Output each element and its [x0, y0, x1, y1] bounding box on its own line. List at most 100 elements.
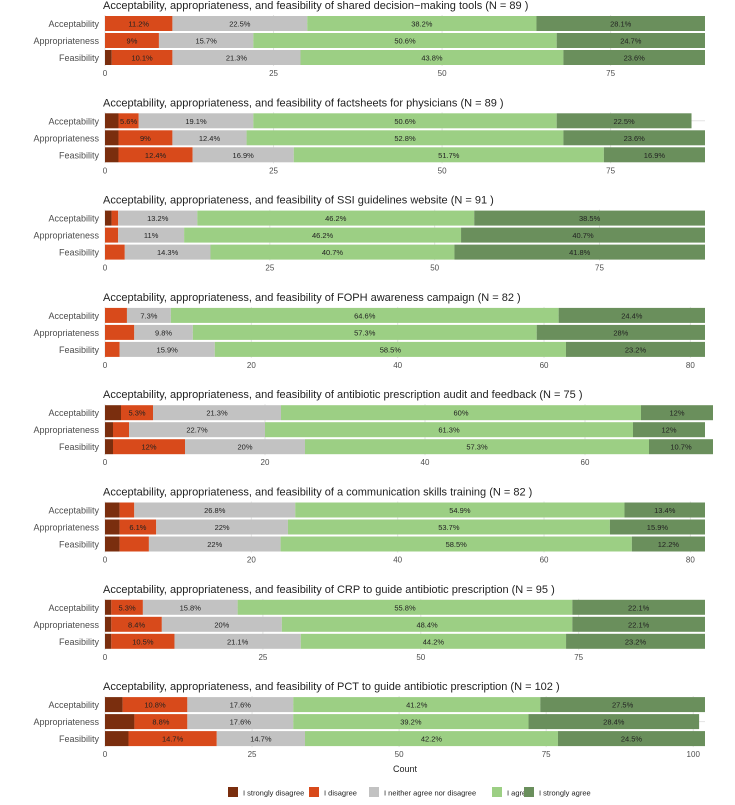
- panel-4-row-0-bar-strongly-agree: [641, 405, 713, 421]
- panel-0-tick-label-0: 0: [103, 69, 108, 78]
- panel-4-row-0-bar-agree: [281, 405, 641, 421]
- panel-3-row-1-bar-agree: [192, 324, 537, 340]
- panel-4-row-2-label-disagree: 12%: [141, 443, 156, 452]
- panel-1-category-label-2: Feasibility: [59, 150, 100, 160]
- panel-4-row-2-label-agree: 57.3%: [466, 443, 488, 452]
- panel-5-row-1-bar-strongly-agree: [609, 519, 705, 535]
- panel-1-tick-label-2: 50: [438, 166, 447, 175]
- panel-2-row-2-bar-agree: [210, 244, 455, 260]
- panel-1-tick-label-1: 25: [269, 166, 278, 175]
- panel-3-tick-label-3: 60: [540, 361, 549, 370]
- panel-1-row-1-label-neutral: 12.4%: [199, 134, 221, 143]
- panel-7-row-1-bar-neutral: [187, 714, 294, 730]
- panel-5-row-1-label-strongly-agree: 15.9%: [647, 523, 669, 532]
- panel-7-tick-label-0: 0: [103, 750, 108, 759]
- panel-4-row-2-bar-agree: [305, 439, 649, 455]
- panel-2-row-2-bar-neutral: [124, 244, 211, 260]
- panel-0-row-0-label-agree: 38.2%: [411, 20, 433, 29]
- panel-1-row-1-bar-disagree: [118, 130, 173, 146]
- panel-6-row-1-bar-agree: [281, 616, 573, 632]
- panel-3-row-0-bar-agree: [170, 307, 559, 323]
- panel-4-row-0-label-neutral: 21.3%: [206, 409, 228, 418]
- panel-6-category-label-1: Appropriateness: [33, 620, 99, 630]
- panel-6-row-1-bar-neutral: [161, 616, 282, 632]
- panel-1-row-0-label-neutral: 19.1%: [185, 117, 207, 126]
- panel-6-row-0-bar-strongly-agree: [572, 599, 705, 615]
- panel-2-row-0-label-strongly-agree: 38.5%: [579, 214, 601, 223]
- panel-5-tick-label-0: 0: [103, 556, 108, 565]
- panel-6-row-2-label-disagree: 10.5%: [132, 637, 154, 646]
- panel-5-row-0-bar-strongly-disagree: [105, 502, 120, 518]
- panel-4-row-0-label-strongly-agree: 12%: [669, 409, 684, 418]
- panel-2-category-label-0: Acceptability: [48, 214, 99, 224]
- panel-3-row-0-label-neutral: 7.3%: [140, 311, 157, 320]
- panel-5-row-0-bar-strongly-agree: [624, 502, 705, 518]
- panel-5-row-1-bar-neutral: [156, 519, 288, 535]
- panel-7-tick-label-3: 75: [542, 750, 551, 759]
- panel-2-row-1-label-neutral: 11%: [144, 231, 159, 240]
- panel-1-row-1-bar-strongly-disagree: [105, 130, 119, 146]
- panel-0-tick-label-2: 50: [438, 69, 447, 78]
- panel-5-tick-label-3: 60: [540, 556, 549, 565]
- panel-1-row-2-label-disagree: 12.4%: [145, 151, 167, 160]
- panel-0-row-2-label-neutral: 21.3%: [226, 54, 248, 63]
- panel-7-tick-label-1: 25: [248, 750, 257, 759]
- panel-5-row-0-bar-agree: [295, 502, 625, 518]
- panel-3-row-0-bar-strongly-agree: [558, 307, 705, 323]
- panel-7-row-1-bar-strongly-disagree: [105, 714, 135, 730]
- legend-label-strongly-disagree: I strongly disagree: [243, 789, 304, 798]
- panel-6-row-2-label-agree: 44.2%: [423, 637, 445, 646]
- panel-0-row-2-label-disagree: 10.1%: [131, 54, 153, 63]
- panel-7-row-1-label-agree: 39.2%: [400, 718, 422, 727]
- panel-2-row-2-label-strongly-agree: 41.8%: [569, 248, 591, 257]
- legend-label-strongly-agree: I strongly agree: [539, 789, 591, 798]
- panel-5-row-1-bar-disagree: [119, 519, 157, 535]
- panel-4-row-1-label-agree: 61.3%: [438, 426, 460, 435]
- panel-6-row-0-bar-neutral: [142, 599, 238, 615]
- panel-7-row-1-label-strongly-agree: 28.4%: [603, 718, 625, 727]
- panel-0-row-1-bar-neutral: [158, 33, 254, 48]
- panel-4-category-label-0: Acceptability: [48, 408, 99, 418]
- panel-6-row-2-bar-strongly-disagree: [105, 633, 112, 649]
- panel-0-row-2-label-strongly-agree: 23.6%: [624, 54, 646, 63]
- panel-4-row-2-bar-strongly-agree: [649, 439, 713, 455]
- panel-4-row-2-bar-neutral: [185, 439, 305, 455]
- panel-5-row-0-label-neutral: 26.8%: [204, 506, 226, 515]
- panel-3-title: Acceptability, appropriateness, and feas…: [103, 292, 521, 304]
- panel-6-row-1-label-strongly-agree: 22.1%: [628, 620, 650, 629]
- panel-2-row-1-label-agree: 46.2%: [312, 231, 334, 240]
- panel-2-row-1-bar-neutral: [118, 227, 185, 243]
- panel-0-category-label-2: Feasibility: [59, 53, 100, 63]
- panel-7-tick-label-4: 100: [687, 750, 701, 759]
- panel-0-title: Acceptability, appropriateness, and feas…: [103, 0, 528, 12]
- panel-2-category-label-1: Appropriateness: [33, 231, 99, 241]
- panel-5-category-label-2: Feasibility: [59, 540, 100, 550]
- panel-2-row-2-label-agree: 40.7%: [322, 248, 344, 257]
- panel-0-category-label-0: Acceptability: [48, 19, 99, 29]
- panel-0-row-2-bar-neutral: [172, 50, 301, 65]
- panel-5-row-2-bar-agree: [280, 536, 632, 552]
- panel-4-tick-label-3: 60: [581, 458, 590, 467]
- panel-6-row-2-bar-neutral: [174, 633, 301, 649]
- panel-7-row-0-label-neutral: 17.6%: [230, 701, 252, 710]
- panel-7-row-2-bar-disagree: [128, 731, 217, 747]
- panel-6-row-0-bar-agree: [237, 599, 573, 615]
- panel-1-row-2-label-agree: 51.7%: [438, 151, 460, 160]
- panel-7-row-1-bar-agree: [293, 714, 529, 730]
- panel-7-row-2-label-agree: 42.2%: [421, 735, 443, 744]
- panel-2-row-0-bar-neutral: [118, 210, 198, 226]
- panel-1-row-2-bar-neutral: [192, 147, 294, 163]
- panel-1-row-1-bar-agree: [246, 130, 564, 146]
- panel-0-row-2-bar-strongly-disagree: [105, 50, 112, 65]
- panel-5-row-1-label-neutral: 22%: [215, 523, 230, 532]
- panel-7-row-0-bar-disagree: [122, 697, 188, 713]
- panel-6-row-0-label-agree: 55.8%: [394, 603, 416, 612]
- panel-7-title: Acceptability, appropriateness, and feas…: [103, 681, 560, 693]
- panel-0-row-1-bar-disagree: [105, 33, 159, 48]
- panel-3-row-2-bar-strongly-agree: [565, 341, 705, 357]
- panel-5-category-label-0: Acceptability: [48, 506, 99, 516]
- panel-7-category-label-1: Appropriateness: [33, 717, 99, 727]
- panel-1-row-2-label-strongly-agree: 16.9%: [644, 151, 666, 160]
- panel-1-row-2-bar-strongly-disagree: [105, 147, 119, 163]
